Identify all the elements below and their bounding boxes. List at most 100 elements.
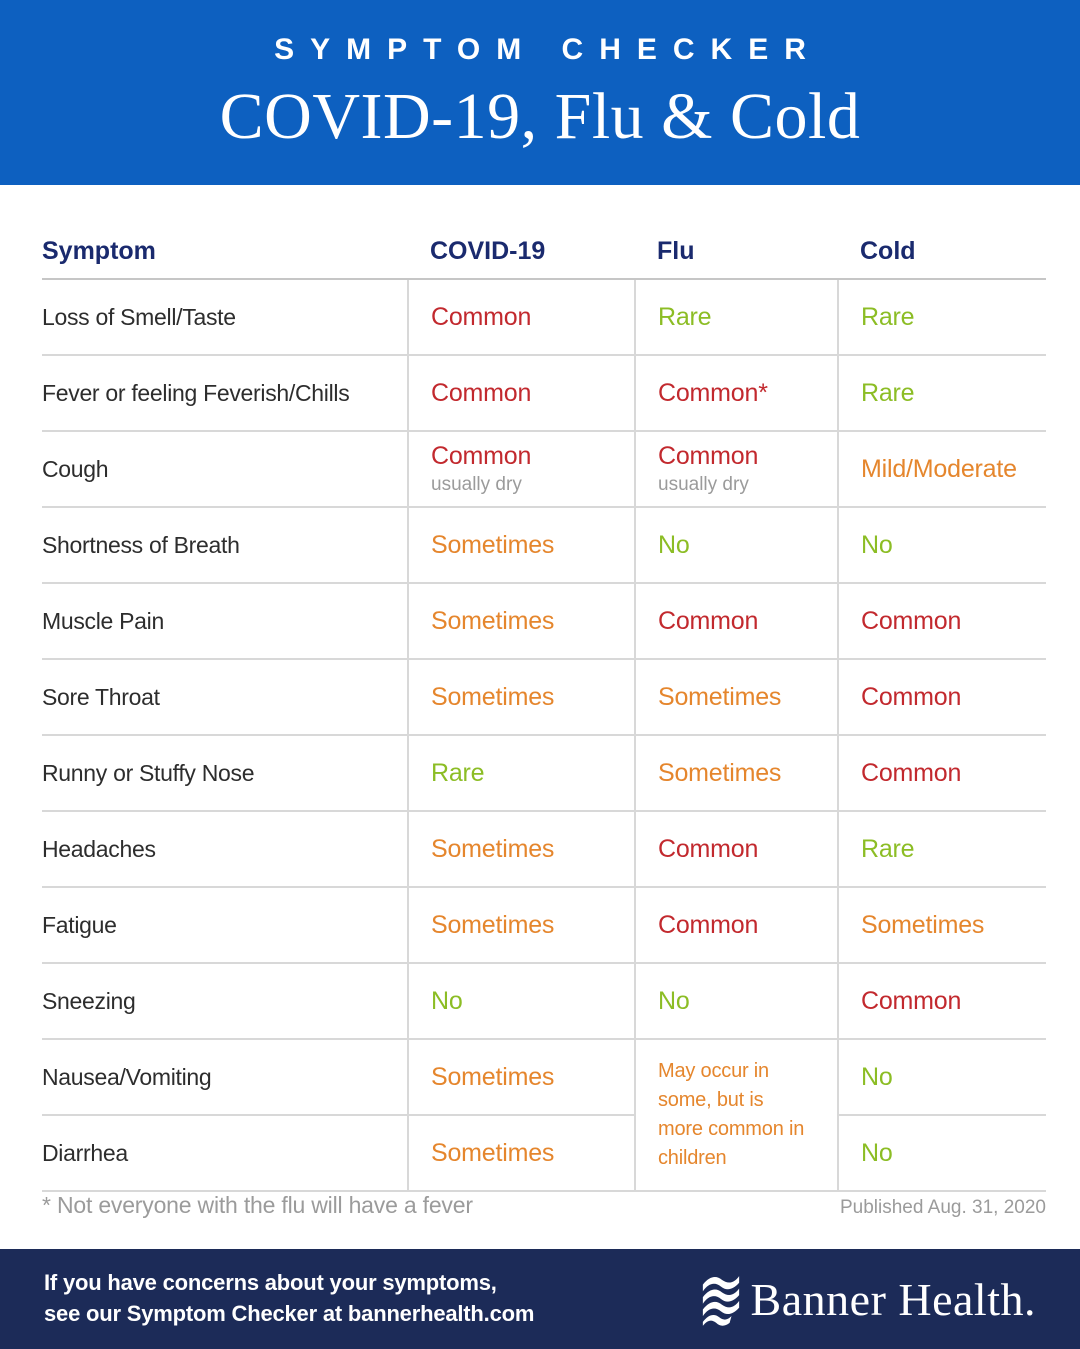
table-row: Fatigue Sometimes Common Sometimes xyxy=(42,887,1046,964)
cell-value: Sometimes xyxy=(658,758,782,787)
flu-cell: Common xyxy=(634,887,838,964)
flu-cell: Sometimes xyxy=(634,659,838,736)
cold-cell: No xyxy=(837,1039,1046,1116)
table-row: Nausea/Vomiting Sometimes May occur in s… xyxy=(42,1039,1046,1192)
cell-value: No xyxy=(658,530,690,559)
cell-value: Sometimes xyxy=(431,910,555,939)
table-row: Loss of Smell/Taste Common Rare Rare xyxy=(42,279,1046,356)
cell-subtext: usually dry xyxy=(431,474,522,495)
note-row: * Not everyone with the flu will have a … xyxy=(42,1192,1046,1219)
flu-cell: Common* xyxy=(634,355,838,432)
covid-cell: Sometimes xyxy=(407,1115,635,1192)
flu-cell: Common usually dry xyxy=(634,431,838,508)
cold-cell: Common xyxy=(837,735,1046,812)
flu-cell: Common xyxy=(634,583,838,660)
cell-value: No xyxy=(861,530,893,559)
cta-line-1: If you have concerns about your symptoms… xyxy=(44,1270,497,1296)
cold-cell: Mild/Moderate xyxy=(837,431,1046,508)
cell-value: Common xyxy=(431,442,532,470)
cell-value: Sometimes xyxy=(431,606,555,635)
table-row: Cough Common usually dry Common usually dr… xyxy=(42,431,1046,508)
symptom-cell: Headaches xyxy=(42,811,408,888)
symptom-cell: Nausea/Vomiting xyxy=(42,1039,408,1116)
cta-text: If you have concerns about your symptoms… xyxy=(44,1268,534,1330)
flu-cell: Rare xyxy=(634,279,838,356)
kicker-text: SYMPTOM CHECKER xyxy=(274,33,822,66)
cell-value: No xyxy=(431,986,463,1015)
brand-wordmark: Banner Health. xyxy=(750,1273,1036,1325)
table-row: Sneezing No No Common xyxy=(42,963,1046,1040)
cold-cell: Rare xyxy=(837,355,1046,432)
cell-value: Rare xyxy=(861,302,915,331)
cell-value: Rare xyxy=(861,834,915,863)
cell-value: Common xyxy=(861,606,962,635)
covid-cell: Sometimes xyxy=(407,507,635,584)
cold-cell: Sometimes xyxy=(837,887,1046,964)
cell-value: Common xyxy=(658,910,759,939)
cell-value: Sometimes xyxy=(431,1062,555,1091)
cold-cell: Common xyxy=(837,659,1046,736)
top-banner: SYMPTOM CHECKER COVID-19, Flu & Cold xyxy=(0,0,1080,185)
table-row: Sore Throat Sometimes Sometimes Common xyxy=(42,659,1046,736)
col-header-flu: Flu xyxy=(635,224,838,280)
cell-value: Common xyxy=(431,302,532,331)
col-header-symptom: Symptom xyxy=(42,224,408,280)
flu-cell: Common xyxy=(634,811,838,888)
covid-cell: Sometimes xyxy=(407,1039,635,1116)
flu-cell: Sometimes xyxy=(634,735,838,812)
cell-value: Common xyxy=(658,834,759,863)
table-header-row: Symptom COVID-19 Flu Cold xyxy=(42,224,1046,280)
covid-cell: Common usually dry xyxy=(407,431,635,508)
bottom-banner: If you have concerns about your symptoms… xyxy=(0,1249,1080,1349)
table-row: Muscle Pain Sometimes Common Common xyxy=(42,583,1046,660)
cell-value: May occur in some, but is more common in… xyxy=(658,1060,805,1169)
symptom-cell: Runny or Stuffy Nose xyxy=(42,735,408,812)
cold-cell: Common xyxy=(837,963,1046,1040)
symptom-table: Symptom COVID-19 Flu Cold Loss of Smell/… xyxy=(42,224,1046,1192)
cell-value: Sometimes xyxy=(431,1138,555,1167)
covid-cell: Sometimes xyxy=(407,583,635,660)
cell-value: Sometimes xyxy=(658,682,782,711)
symptom-cell: Shortness of Breath xyxy=(42,507,408,584)
covid-cell: Common xyxy=(407,355,635,432)
flu-cell-merged: May occur in some, but is more common in… xyxy=(634,1039,838,1192)
cell-value: Rare xyxy=(658,302,712,331)
cell-value: Sometimes xyxy=(431,682,555,711)
covid-cell: Common xyxy=(407,279,635,356)
cell-value: Common xyxy=(861,758,962,787)
col-header-covid: COVID-19 xyxy=(408,224,635,280)
cell-value: Mild/Moderate xyxy=(861,454,1017,483)
cell-value: No xyxy=(861,1138,893,1167)
symptom-cell: Muscle Pain xyxy=(42,583,408,660)
cell-value: Common xyxy=(861,682,962,711)
cold-cell: No xyxy=(837,1115,1046,1192)
covid-cell: No xyxy=(407,963,635,1040)
cold-cell: No xyxy=(837,507,1046,584)
col-header-cold: Cold xyxy=(838,224,1046,280)
cell-value: Common xyxy=(861,986,962,1015)
table-row: Shortness of Breath Sometimes No No xyxy=(42,507,1046,584)
cell-subtext: usually dry xyxy=(658,474,749,495)
table-row: Diarrhea Sometimes No xyxy=(42,1115,1046,1192)
cell-value: Rare xyxy=(861,378,915,407)
cell-value: Common xyxy=(431,378,532,407)
cell-value: No xyxy=(861,1062,893,1091)
cold-cell: Common xyxy=(837,583,1046,660)
cell-value: Sometimes xyxy=(431,530,555,559)
cell-value: Common* xyxy=(658,378,768,407)
published-date: Published Aug. 31, 2020 xyxy=(839,1197,1046,1218)
symptom-cell: Fatigue xyxy=(42,887,408,964)
cell-value: Common xyxy=(658,442,759,470)
symptom-cell: Sneezing xyxy=(42,963,408,1040)
cell-value: Sometimes xyxy=(431,834,555,863)
covid-cell: Sometimes xyxy=(407,811,635,888)
covid-cell: Sometimes xyxy=(407,887,635,964)
covid-cell: Rare xyxy=(407,735,635,812)
symptom-cell: Fever or feeling Feverish/Chills xyxy=(42,355,408,432)
symptom-cell: Loss of Smell/Taste xyxy=(42,279,408,356)
cold-cell: Rare xyxy=(837,811,1046,888)
cold-cell: Rare xyxy=(837,279,1046,356)
symptom-cell: Sore Throat xyxy=(42,659,408,736)
cell-value: Rare xyxy=(431,758,485,787)
